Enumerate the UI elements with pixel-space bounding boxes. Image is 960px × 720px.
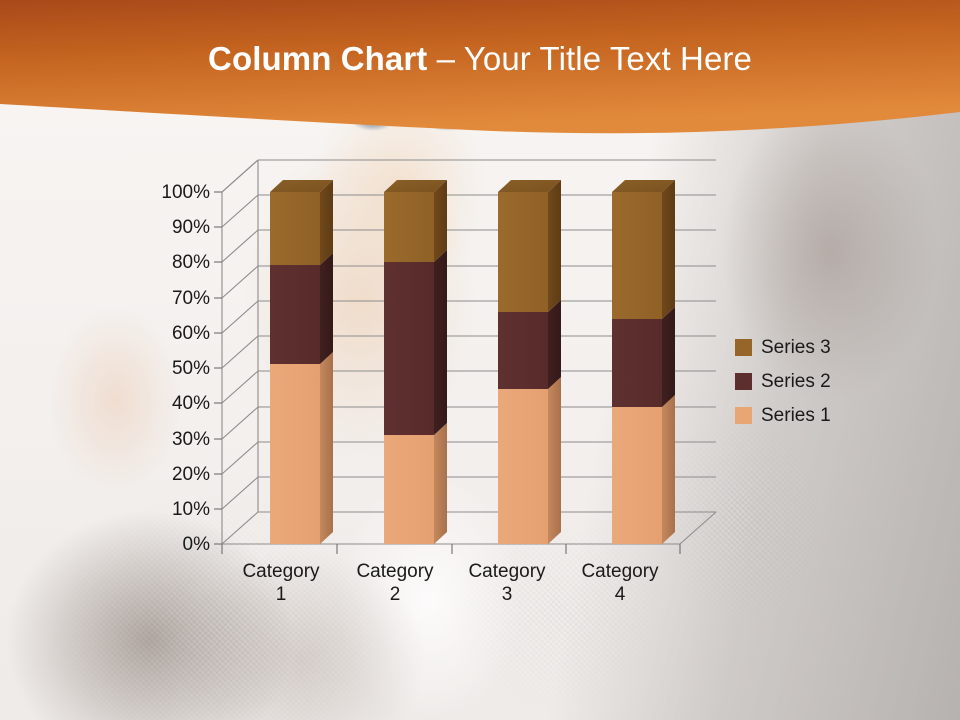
bar-segment-series3 — [384, 192, 434, 262]
x-axis-label-category-3: Category 3 — [452, 560, 562, 606]
bar-segment-series1 — [270, 364, 320, 544]
y-axis-label-50: 50% — [171, 358, 210, 379]
x-axis-label-category-2-line2: 2 — [389, 584, 401, 605]
bar-segment-series1-side — [434, 423, 447, 544]
page-title-separator: – — [427, 40, 464, 77]
legend-swatch-series-1 — [735, 406, 752, 424]
page-title: Column Chart – Your Title Text Here — [0, 40, 960, 78]
bar-top-face — [612, 180, 675, 192]
x-axis-label-category-1: Category 1 — [226, 560, 336, 606]
y-axis-label-30: 30% — [171, 429, 210, 450]
legend-label-series-1: Series 1 — [761, 404, 831, 426]
y-axis-label-90: 90% — [171, 217, 210, 238]
x-axis-label-category-1-line1: Category — [242, 561, 320, 582]
x-axis-label-category-3-line2: 3 — [501, 584, 513, 605]
y-axis-label-40: 40% — [171, 393, 210, 414]
bar-segment-series3-side — [320, 180, 333, 265]
x-axis-label-category-4: Category 4 — [565, 560, 675, 606]
page-title-bold: Column Chart — [208, 40, 428, 77]
x-axis-label-category-3-line1: Category — [468, 561, 546, 582]
legend-item-series-2[interactable]: Series 2 — [735, 364, 875, 398]
bar-segment-series2-side — [548, 300, 561, 389]
y-axis-ticks — [214, 191, 222, 545]
bar-segment-series2-side — [320, 253, 333, 364]
banner-shape — [0, 0, 960, 134]
x-axis-ticks — [221, 544, 681, 554]
legend-item-series-3[interactable]: Series 3 — [735, 330, 875, 364]
bar-category-1 — [270, 180, 333, 544]
bar-segment-series3 — [498, 192, 548, 312]
legend-label-series-2: Series 2 — [761, 370, 831, 392]
chart-gridlines — [221, 159, 717, 545]
bar-segment-series3-side — [434, 180, 447, 262]
bar-category-4 — [612, 180, 675, 544]
y-axis-label-20: 20% — [171, 464, 210, 485]
bar-top-face — [270, 180, 333, 192]
bar-segment-series1 — [384, 435, 434, 544]
bar-segment-series3-side — [662, 180, 675, 319]
bar-segment-series3 — [612, 192, 662, 319]
bar-segment-series1 — [612, 407, 662, 544]
bar-category-2 — [384, 180, 447, 544]
legend-label-series-3: Series 3 — [761, 336, 831, 358]
bar-segment-series2 — [612, 319, 662, 407]
legend-swatch-series-3 — [735, 338, 752, 356]
bar-segment-series1-side — [662, 395, 675, 544]
y-axis-label-10: 10% — [171, 499, 210, 520]
bar-segment-series1-side — [548, 377, 561, 544]
bar-top-face — [498, 180, 561, 192]
x-axis-label-category-1-line2: 1 — [275, 584, 287, 605]
x-axis-label-category-2: Category 2 — [340, 560, 450, 606]
bar-segment-series2-side — [662, 307, 675, 407]
bar-category-3 — [498, 180, 561, 544]
x-axis-label-category-2-line1: Category — [356, 561, 434, 582]
y-axis-label-100: 100% — [161, 182, 210, 203]
bar-segment-series2-side — [434, 250, 447, 435]
bar-segment-series2 — [270, 265, 320, 364]
bar-segment-series1-side — [320, 352, 333, 544]
bar-segment-series2 — [498, 312, 548, 389]
page-title-light: Your Title Text Here — [463, 40, 752, 77]
bar-segment-series3-side — [548, 180, 561, 312]
chart-legend: Series 3 Series 2 Series 1 — [735, 330, 875, 432]
y-axis-label-70: 70% — [171, 288, 210, 309]
y-axis-label-0: 0% — [182, 534, 210, 555]
title-banner: Column Chart – Your Title Text Here — [0, 0, 960, 145]
bar-segment-series3 — [270, 192, 320, 265]
bar-top-face — [384, 180, 447, 192]
bar-segment-series2 — [384, 262, 434, 435]
bar-segment-series1 — [498, 389, 548, 544]
y-axis-label-60: 60% — [171, 323, 210, 344]
legend-item-series-1[interactable]: Series 1 — [735, 398, 875, 432]
x-axis-label-category-4-line1: Category — [581, 561, 659, 582]
x-axis-label-category-4-line2: 4 — [614, 584, 626, 605]
legend-swatch-series-2 — [735, 372, 752, 390]
y-axis-label-80: 80% — [171, 252, 210, 273]
